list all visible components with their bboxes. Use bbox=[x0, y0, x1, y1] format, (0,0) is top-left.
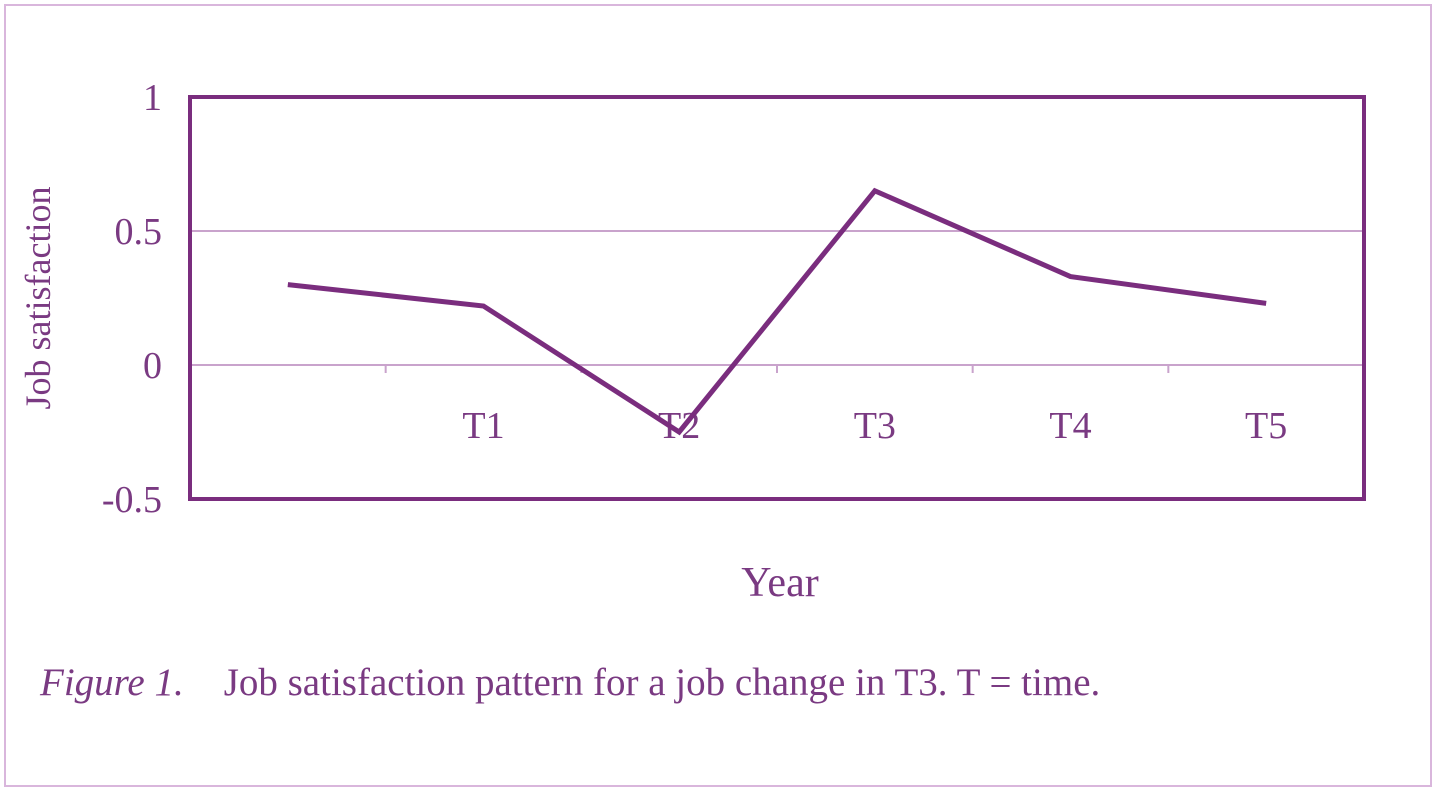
series-line bbox=[287, 187, 1267, 436]
series-job-satisfaction bbox=[287, 187, 1267, 436]
plot-area-border bbox=[188, 95, 1366, 501]
x-tick-label: T4 bbox=[1049, 405, 1091, 447]
x-tick-label: T3 bbox=[854, 405, 896, 447]
figure-frame bbox=[4, 4, 1432, 787]
x-tick-label: T1 bbox=[462, 405, 504, 447]
y-tick-label: 0 bbox=[143, 345, 162, 387]
figure-caption: Figure 1. Job satisfaction pattern for a … bbox=[40, 660, 1100, 705]
figure-label: Figure 1. bbox=[40, 661, 184, 704]
y-axis-label: Job satisfaction bbox=[18, 187, 58, 410]
x-tick-labels: T1 T2 T3 T4 T5 bbox=[462, 405, 1287, 447]
gridlines bbox=[190, 230, 1364, 373]
y-tick-labels: -0.5 0 0.5 1 bbox=[102, 77, 162, 521]
caption-text: Job satisfaction pattern for a job chang… bbox=[223, 661, 1101, 704]
x-tick-label: T5 bbox=[1245, 405, 1287, 447]
y-tick-label: 0.5 bbox=[115, 211, 163, 253]
y-tick-label: 1 bbox=[143, 77, 162, 119]
y-tick-label: -0.5 bbox=[102, 479, 162, 521]
x-axis-label: Year bbox=[741, 560, 818, 606]
